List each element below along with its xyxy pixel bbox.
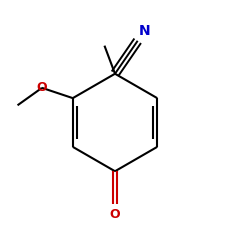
Text: O: O [37,81,47,94]
Text: N: N [139,24,150,38]
Text: O: O [110,208,120,220]
